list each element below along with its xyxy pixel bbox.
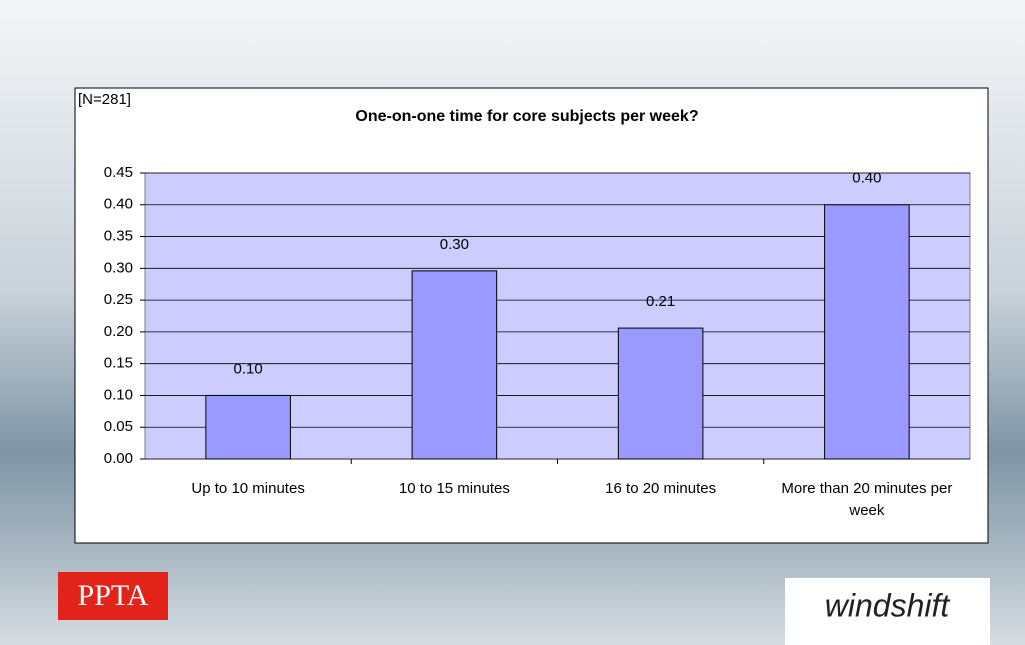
y-tick-label: 0.40 [104,196,133,213]
x-tick-label: 10 to 15 minutes [359,478,549,500]
x-tick-label: Up to 10 minutes [153,478,343,500]
value-label: 0.40 [852,170,881,187]
y-tick-label: 0.15 [104,355,133,372]
bar [618,328,703,459]
y-tick-label: 0.30 [104,259,133,276]
x-tick-label: 16 to 20 minutes [566,478,756,500]
x-tick-label: More than 20 minutes per week [772,478,962,522]
chart-title: One-on-one time for core subjects per we… [355,108,698,125]
value-label: 0.10 [234,360,263,377]
value-label: 0.21 [646,293,675,310]
chart: [N=281] One-on-one time for core subject… [0,0,1025,645]
y-tick-label: 0.20 [104,323,133,340]
y-tick-label: 0.45 [104,164,133,181]
annotation: [N=281] [78,91,131,108]
y-tick-label: 0.35 [104,228,133,245]
y-tick-label: 0.05 [104,418,133,435]
y-tick-label: 0.00 [104,450,133,467]
slide: [N=281] One-on-one time for core subject… [0,0,1025,645]
bar [825,205,910,459]
bar [206,395,291,459]
value-label: 0.30 [440,236,469,253]
logo: windshift [825,587,951,623]
bar [412,271,497,459]
logo: PPTA [78,579,149,612]
y-tick-label: 0.10 [104,386,133,403]
y-tick-label: 0.25 [104,291,133,308]
